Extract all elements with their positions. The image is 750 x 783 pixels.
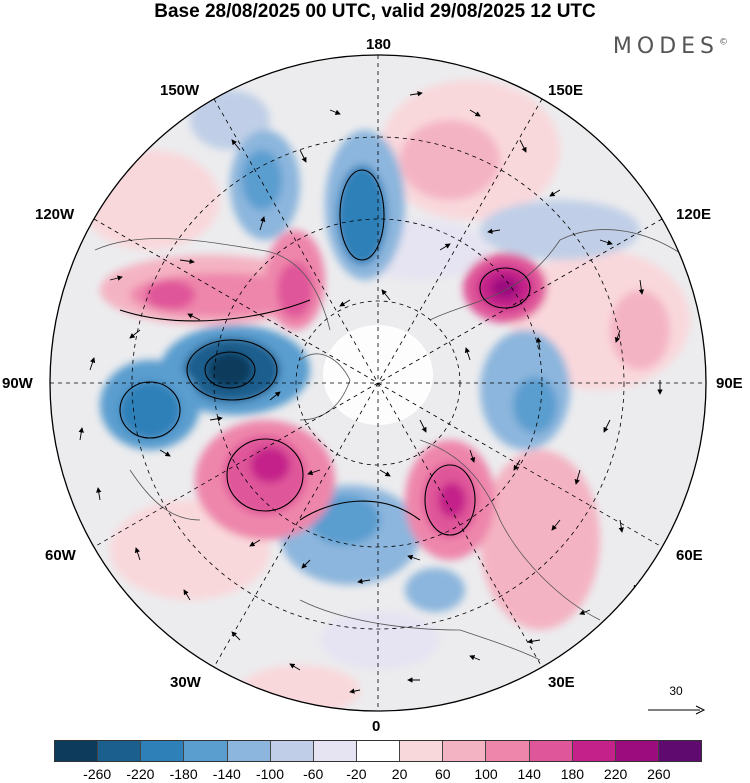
coastlines bbox=[94, 229, 691, 661]
colorbar-tick-label: 100 bbox=[474, 766, 498, 782]
lon-label-120e: 120E bbox=[676, 206, 712, 223]
colorbar-tick-label: -140 bbox=[212, 766, 241, 782]
colorbar-tick-label: 220 bbox=[603, 766, 628, 782]
lon-label-60e: 60E bbox=[676, 547, 703, 564]
colorbar-tick-label: 60 bbox=[435, 766, 451, 782]
colorbar-tick-label: -60 bbox=[303, 766, 324, 782]
colorbar-swatch bbox=[486, 741, 530, 761]
colorbar-tick-label: 20 bbox=[391, 766, 408, 782]
colorbar-ticks: -260 -220 -180 -140 -100 -60 -20 20 60 100 140 180 2… bbox=[54, 766, 702, 782]
graticule bbox=[50, 55, 706, 711]
colorbar-swatch bbox=[184, 741, 228, 761]
colorbar-swatch bbox=[658, 741, 702, 761]
colorbar-swatch bbox=[55, 741, 99, 761]
colorbar-swatch bbox=[400, 741, 444, 761]
colorbar-swatch bbox=[356, 741, 401, 761]
colorbar-swatch bbox=[529, 741, 573, 761]
map-title: Base 28/08/2025 00 UTC, valid 29/08/2025… bbox=[154, 1, 596, 22]
wind-reference-arrow bbox=[648, 705, 706, 715]
colorbar-tick-label: 140 bbox=[517, 766, 541, 782]
brand-mark: © bbox=[719, 37, 728, 48]
colorbar-swatch bbox=[443, 741, 487, 761]
colorbar-tick-label: -260 bbox=[83, 766, 112, 782]
lon-label-120w: 120W bbox=[35, 206, 75, 223]
wind-reference: 30 bbox=[646, 684, 706, 720]
lon-label-90w: 90W bbox=[2, 375, 33, 392]
colorbar-swatch bbox=[313, 741, 357, 761]
wind-reference-value: 30 bbox=[669, 684, 683, 698]
colorbar-tick-label: -100 bbox=[255, 766, 285, 782]
colorbar-tick-label: -180 bbox=[169, 766, 198, 782]
colorbar-tick-label: 260 bbox=[647, 766, 671, 782]
lon-label-150w: 150W bbox=[160, 82, 200, 99]
lon-label-60w: 60W bbox=[45, 547, 76, 564]
colorbar-tick-label: -220 bbox=[126, 766, 155, 782]
lon-label-30e: 30E bbox=[548, 674, 575, 691]
lon-label-0: 0 bbox=[372, 718, 381, 735]
lon-label-150e: 150E bbox=[548, 82, 584, 99]
colorbar-swatch bbox=[141, 741, 185, 761]
lon-label-90e: 90E bbox=[716, 375, 743, 392]
colorbar-swatch bbox=[227, 741, 271, 761]
colorbar-tick-label: -20 bbox=[346, 766, 367, 782]
colorbar bbox=[54, 740, 702, 762]
lon-label-30w: 30W bbox=[170, 674, 201, 691]
contour-lines bbox=[119, 169, 531, 536]
colorbar-swatch bbox=[270, 741, 314, 761]
wind-vectors bbox=[78, 91, 663, 694]
anomaly-field bbox=[80, 80, 690, 711]
lon-label-180: 180 bbox=[366, 36, 392, 53]
brand-logo: MODES© bbox=[613, 34, 728, 59]
colorbar-tick-label: 180 bbox=[560, 766, 585, 782]
map-border bbox=[49, 54, 707, 712]
brand-text: MODES bbox=[612, 34, 719, 59]
colorbar-swatch bbox=[615, 741, 659, 761]
colorbar-swatch bbox=[572, 741, 616, 761]
colorbar-swatch bbox=[98, 741, 142, 761]
